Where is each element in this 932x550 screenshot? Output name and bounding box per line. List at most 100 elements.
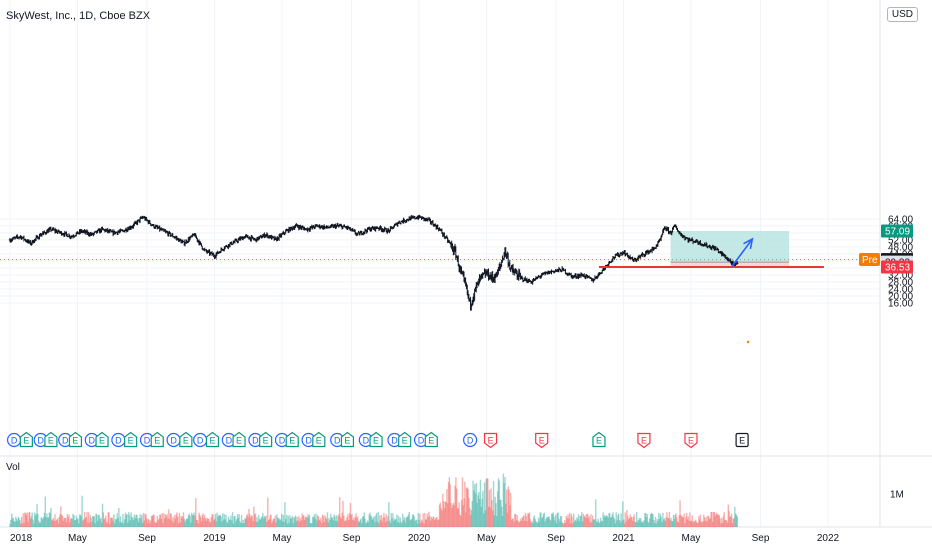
volume-bar — [663, 518, 666, 527]
volume-bar — [525, 515, 527, 527]
volume-bar — [68, 514, 70, 527]
volume-bar — [105, 521, 108, 527]
volume-bar — [359, 519, 361, 527]
volume-bar — [150, 515, 153, 527]
volume-bar — [155, 522, 157, 527]
volume-bar — [378, 523, 380, 527]
arrow-head — [743, 237, 754, 250]
volume-bar — [361, 523, 363, 527]
volume-bar — [550, 513, 553, 527]
volume-bar — [371, 519, 374, 527]
volume-bar — [164, 514, 167, 527]
x-tick-label: 2018 — [10, 533, 33, 544]
volume-bar — [231, 520, 233, 527]
volume-bar — [563, 523, 565, 527]
volume-bar — [468, 498, 470, 527]
volume-bar — [473, 490, 475, 527]
volume-bar — [216, 512, 218, 527]
volume-bar — [626, 515, 629, 527]
volume-bar — [487, 506, 490, 527]
volume-bar — [24, 512, 26, 527]
volume-bar — [17, 516, 19, 527]
volume-bar — [709, 518, 712, 527]
volume-bar — [267, 520, 270, 527]
volume-bar — [311, 522, 313, 527]
volume-bar — [211, 513, 213, 527]
volume-bar — [355, 513, 357, 527]
volume-bar — [505, 503, 507, 527]
volume-bar — [526, 521, 528, 527]
volume-bar — [33, 512, 36, 527]
volume-bar — [307, 514, 309, 527]
price-bars — [8, 214, 739, 311]
volume-bar — [111, 517, 114, 527]
volume-bar — [717, 514, 720, 527]
volume-bar — [173, 515, 176, 527]
volume-bar — [94, 523, 96, 527]
volume-bar — [432, 516, 434, 527]
volume-bar — [607, 517, 609, 527]
volume-bar — [718, 515, 721, 527]
volume-bar — [272, 518, 275, 527]
volume-bar — [531, 521, 533, 527]
volume-bar — [698, 516, 700, 527]
volume-bar — [230, 515, 232, 527]
volume-bar — [532, 523, 534, 527]
volume-bar — [662, 513, 664, 527]
volume-bar — [267, 497, 269, 527]
volume-bar — [447, 481, 450, 527]
volume-bar — [61, 515, 64, 527]
volume-bar — [123, 519, 126, 527]
volume-bar — [560, 516, 563, 527]
volume-bar — [613, 519, 616, 527]
volume-bar — [101, 522, 103, 527]
volume-bar — [411, 514, 414, 527]
earnings-letter: E — [428, 436, 434, 446]
volume-bar — [555, 514, 557, 527]
volume-bar — [39, 522, 42, 527]
volume-bar — [590, 514, 592, 527]
volume-bar — [310, 523, 312, 527]
volume-bar — [141, 514, 143, 527]
volume-bar — [704, 521, 707, 527]
volume-bar — [32, 519, 34, 527]
volume-bar — [399, 517, 401, 527]
volume-bar — [249, 514, 251, 527]
volume-bar — [70, 517, 73, 527]
volume-bar — [352, 517, 355, 527]
volume-bar — [454, 485, 456, 527]
volume-bar — [385, 514, 388, 527]
volume-bar — [325, 517, 327, 527]
volume-bar — [406, 516, 409, 527]
volume-bar — [578, 521, 581, 527]
volume-bar — [126, 513, 128, 527]
volume-bar — [671, 521, 674, 527]
volume-bar — [497, 478, 500, 527]
volume-bar — [149, 522, 151, 527]
volume-bar — [240, 522, 242, 527]
volume-bar — [440, 508, 442, 527]
volume-bar — [223, 514, 226, 527]
volume-bar — [364, 518, 366, 527]
volume-bar — [182, 512, 185, 527]
volume-bar — [299, 517, 302, 527]
volume-bar — [78, 523, 80, 527]
volume-bar — [321, 523, 323, 527]
earnings-letter: E — [48, 436, 54, 446]
volume-bar — [618, 520, 621, 527]
volume-bar — [318, 519, 321, 527]
currency-badge[interactable]: USD — [886, 7, 918, 22]
earnings-letter: E — [209, 436, 215, 446]
volume-bar — [645, 517, 648, 527]
volume-bar — [375, 515, 377, 527]
volume-bar — [722, 516, 725, 527]
earnings-letter: E — [236, 436, 242, 446]
volume-bar — [9, 523, 11, 527]
volume-bar — [544, 521, 546, 527]
volume-bar — [716, 515, 719, 527]
volume-bar — [167, 518, 169, 527]
volume-bar — [622, 501, 624, 527]
volume-bar — [368, 514, 370, 527]
volume-bar — [219, 514, 222, 527]
